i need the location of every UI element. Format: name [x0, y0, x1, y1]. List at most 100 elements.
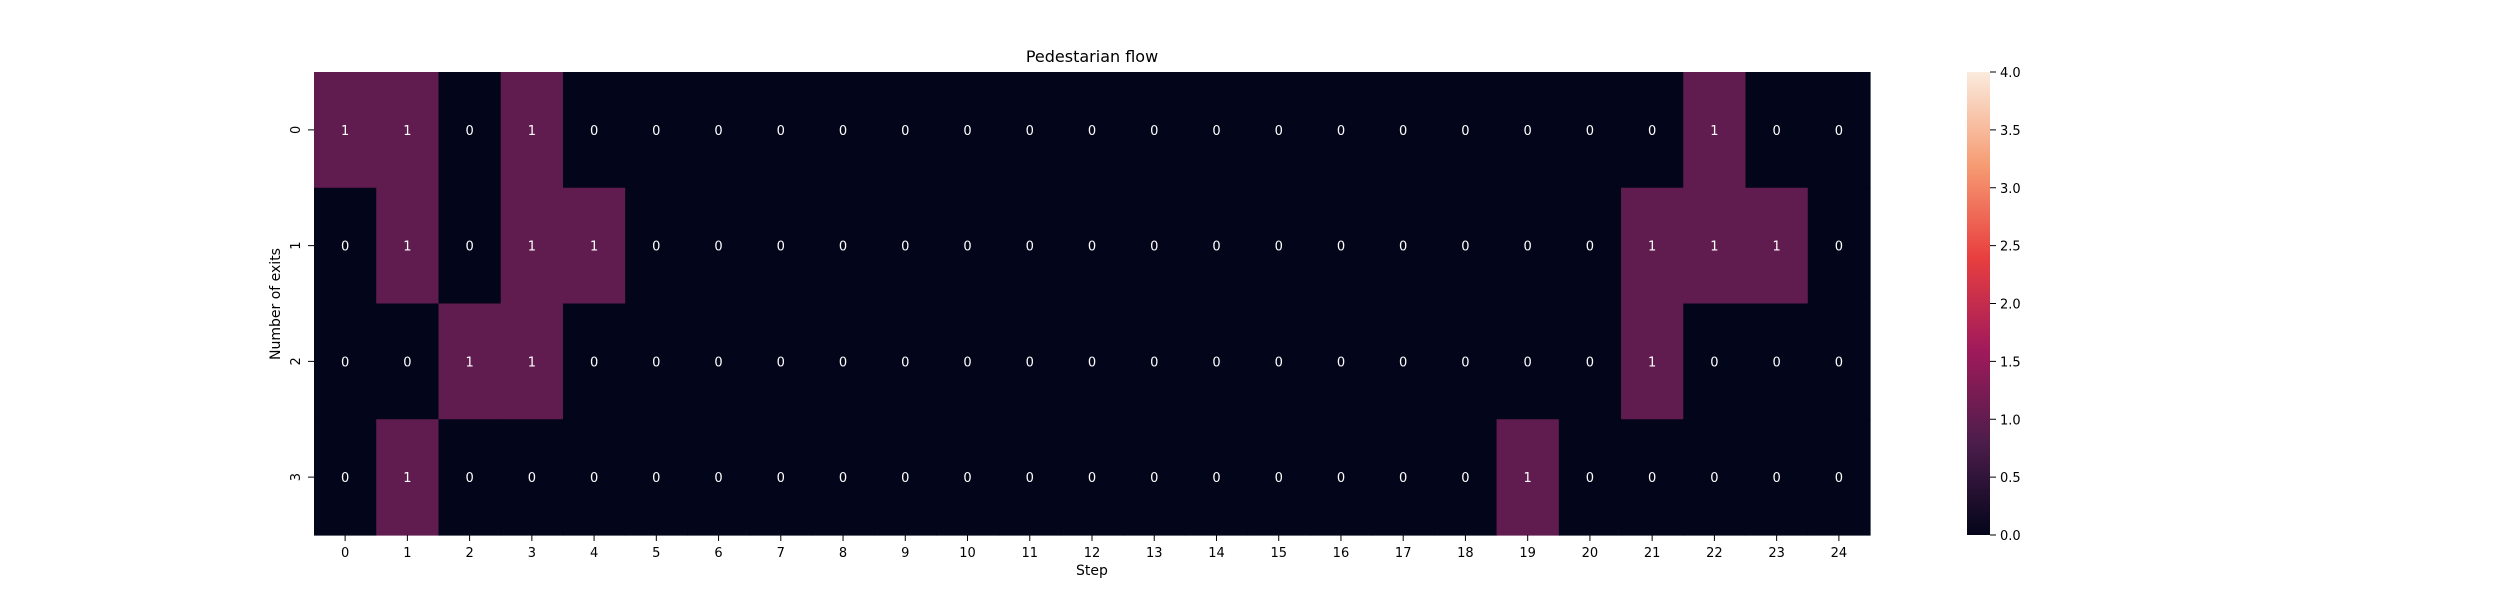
cell-value-label: 0	[1835, 124, 1843, 139]
cell-value-label: 0	[1088, 124, 1096, 139]
heatmap-cell	[874, 72, 937, 189]
colorbar-ticks: 0.0 0.5 1.0 1.5 2.0 2.5 3.0 3.5 4.0	[1990, 66, 2021, 544]
heatmap-cell	[1621, 72, 1684, 189]
heatmap-cell	[1185, 72, 1249, 189]
y-axis-label: Number of exits	[268, 248, 284, 360]
cell-value-label: 0	[1461, 240, 1469, 255]
heatmap-cell	[1807, 187, 1871, 305]
heatmap-cell	[562, 419, 626, 536]
cell-value-label: 0	[1150, 124, 1158, 139]
x-tick-label: 5	[652, 546, 660, 561]
cell-value-label: 0	[1212, 124, 1220, 139]
cell-value-label: 0	[901, 471, 909, 486]
heatmap-cell	[1185, 419, 1249, 536]
colorbar-tick-label: 0.0	[2000, 529, 2021, 544]
heatmap-cell	[998, 419, 1062, 536]
heatmap-cell	[625, 72, 689, 189]
heatmap-cell	[1683, 303, 1747, 420]
cell-value-label: 0	[1337, 240, 1345, 255]
cell-value-label: 1	[1710, 240, 1718, 255]
cell-value-label: 1	[403, 124, 411, 139]
colorbar-tick-label: 3.0	[2000, 182, 2021, 197]
cell-value-label: 0	[528, 471, 536, 486]
chart-title: Pedestarian flow	[1026, 47, 1158, 66]
heatmap-cell	[376, 187, 440, 305]
heatmap-cell-labels: 1 1 0 1 0 0 0 0 0 0 0 0 0 0 0 0 0 0 0 0 0 0 1 0 0 0 1 0 1 1 0 0 0 0 0 0 0 0 0 0…	[341, 124, 1843, 486]
x-tick-label: 9	[901, 546, 909, 561]
heatmap-cell	[500, 303, 564, 420]
heatmap-cell	[1496, 187, 1560, 305]
cell-value-label: 0	[839, 471, 847, 486]
heatmap-cell	[749, 419, 813, 536]
heatmap-cell	[562, 303, 626, 420]
heatmap-cell	[314, 187, 377, 305]
colorbar-tick-label: 4.0	[2000, 66, 2021, 81]
heatmap-cell	[998, 72, 1062, 189]
cell-value-label: 0	[465, 471, 473, 486]
heatmap-cell	[625, 303, 689, 420]
heatmap-cell	[936, 419, 1000, 536]
cell-value-label: 0	[652, 355, 660, 370]
cell-value-label: 0	[1586, 355, 1594, 370]
cell-value-label: 0	[652, 471, 660, 486]
x-tick-label: 21	[1644, 546, 1661, 561]
heatmap-cell	[1558, 419, 1622, 536]
cell-value-label: 1	[1648, 355, 1656, 370]
x-tick-label: 11	[1021, 546, 1038, 561]
cell-value-label: 1	[528, 355, 536, 370]
cell-value-label: 0	[777, 240, 785, 255]
x-tick-label: 17	[1395, 546, 1412, 561]
heatmap-cell	[1745, 419, 1809, 536]
colorbar-tick-label: 1.0	[2000, 413, 2021, 428]
heatmap-cell	[1123, 72, 1186, 189]
heatmap-cell	[1060, 72, 1124, 189]
cell-value-label: 0	[1835, 355, 1843, 370]
cell-value-label: 0	[1212, 471, 1220, 486]
cell-value-label: 0	[777, 471, 785, 486]
cell-value-label: 0	[1461, 471, 1469, 486]
heatmap-cell	[874, 187, 937, 305]
cell-value-label: 0	[1026, 355, 1034, 370]
cell-value-label: 0	[403, 355, 411, 370]
cell-value-label: 0	[1524, 355, 1532, 370]
cell-value-label: 0	[590, 471, 598, 486]
heatmap-cell	[1372, 72, 1435, 189]
cell-value-label: 0	[1586, 240, 1594, 255]
heatmap-cell	[1558, 187, 1622, 305]
cell-value-label: 0	[1399, 124, 1407, 139]
cell-value-label: 0	[465, 240, 473, 255]
cell-value-label: 0	[1710, 355, 1718, 370]
x-tick-label: 0	[341, 546, 349, 561]
heatmap-cell	[1434, 72, 1498, 189]
heatmap-cell	[1558, 303, 1622, 420]
heatmap-cell	[1372, 303, 1435, 420]
cell-value-label: 1	[403, 240, 411, 255]
x-tick-label: 1	[403, 546, 411, 561]
cell-value-label: 1	[341, 124, 349, 139]
cell-value-label: 0	[1150, 355, 1158, 370]
x-tick-label: 10	[959, 546, 976, 561]
cell-value-label: 0	[1150, 471, 1158, 486]
heatmap-cell	[936, 187, 1000, 305]
heatmap-cell	[1745, 187, 1809, 305]
cell-value-label: 0	[1150, 240, 1158, 255]
x-tick-label: 3	[528, 546, 536, 561]
cell-value-label: 0	[963, 240, 971, 255]
cell-value-label: 0	[777, 124, 785, 139]
x-tick-label: 16	[1333, 546, 1350, 561]
heatmap-cell	[998, 187, 1062, 305]
heatmap-cell	[1434, 303, 1498, 420]
heatmap-cell	[1496, 419, 1560, 536]
cell-value-label: 0	[465, 124, 473, 139]
heatmap-cell	[936, 303, 1000, 420]
heatmap-cell	[500, 419, 564, 536]
heatmap-cell	[1434, 187, 1498, 305]
heatmap-cell	[314, 419, 377, 536]
cell-value-label: 0	[1524, 124, 1532, 139]
cell-value-label: 0	[1586, 471, 1594, 486]
heatmap-cell	[314, 303, 377, 420]
heatmap-cell	[687, 72, 751, 189]
heatmap-cell	[1621, 187, 1684, 305]
heatmap-cell	[1372, 419, 1435, 536]
cell-value-label: 0	[652, 124, 660, 139]
